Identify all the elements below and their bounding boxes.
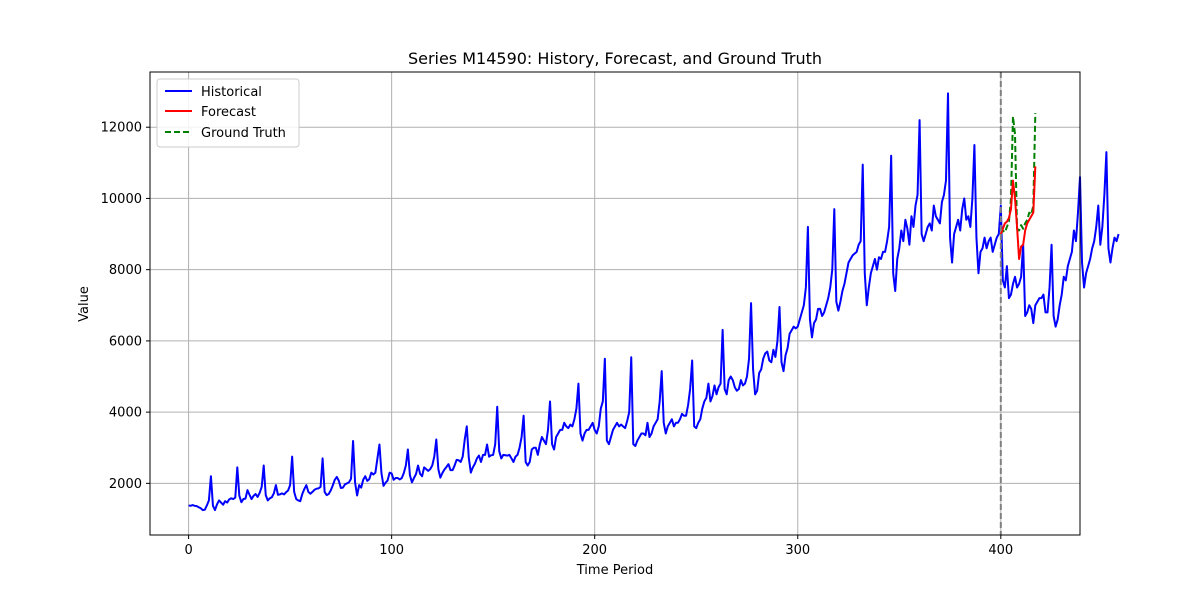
x-tick-label: 100 xyxy=(379,543,404,558)
series-line-forecast xyxy=(999,166,1037,260)
x-tick-label: 0 xyxy=(184,543,192,558)
y-axis-label: Value xyxy=(77,286,92,322)
x-tick-label: 400 xyxy=(988,543,1013,558)
grid xyxy=(150,72,1080,535)
legend-ground-truth-label: Ground Truth xyxy=(201,126,286,141)
legend-historical-label: Historical xyxy=(201,85,262,100)
y-tick-label: 10000 xyxy=(101,192,142,207)
plot-frame xyxy=(149,71,1081,536)
x-axis-label: Time Period xyxy=(576,563,653,578)
y-tick-label: 6000 xyxy=(109,334,142,349)
chart-title: Series M14590: History, Forecast, and Gr… xyxy=(408,49,822,68)
series-layer xyxy=(188,92,1120,512)
axis-ticks: 0 100 200 300 400 2000 4000 6000 8000 10000 12000 xyxy=(101,121,1014,558)
y-tick-label: 8000 xyxy=(109,263,142,278)
x-tick-label: 300 xyxy=(785,543,810,558)
y-tick-label: 2000 xyxy=(109,477,142,492)
y-tick-label: 4000 xyxy=(109,406,142,421)
legend: Historical Forecast Ground Truth xyxy=(156,78,300,148)
x-tick-label: 200 xyxy=(582,543,607,558)
series-line-historical xyxy=(188,92,1120,512)
legend-forecast-label: Forecast xyxy=(201,105,256,120)
legend-box xyxy=(156,78,300,148)
y-tick-label: 12000 xyxy=(101,121,142,136)
